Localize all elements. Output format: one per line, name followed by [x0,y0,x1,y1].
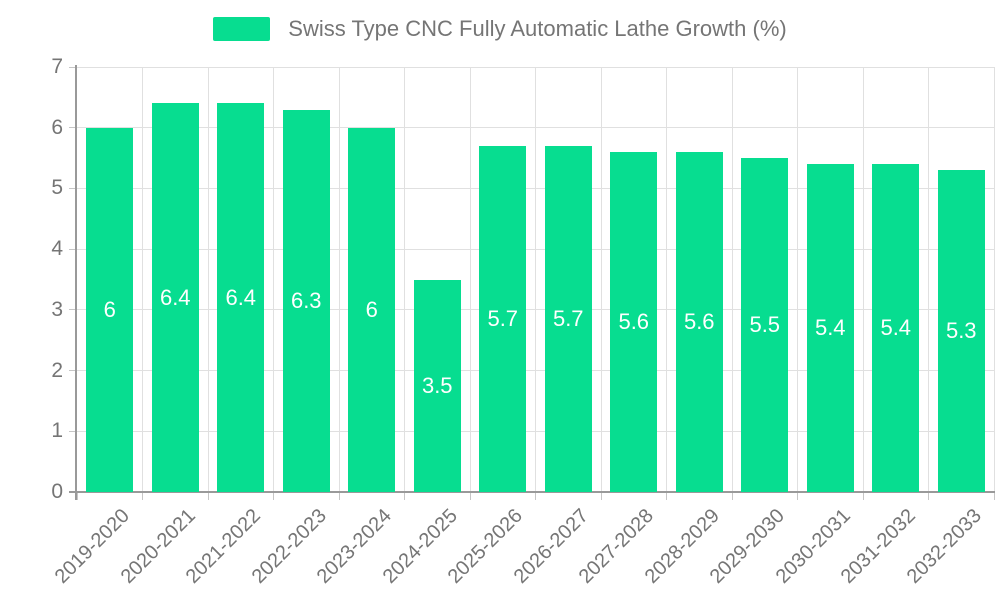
bar-value-label: 6 [365,296,378,322]
bar[interactable] [86,127,134,492]
x-axis-tick [142,492,143,500]
y-axis-tick [69,430,77,432]
y-tick-label: 2 [51,358,63,382]
bar-value-label: 5.4 [814,315,846,341]
legend-swatch [213,17,271,41]
y-axis-tick [69,127,77,129]
x-axis-tick [666,492,667,500]
x-axis-tick [404,492,405,500]
x-axis-tick [76,492,78,500]
y-axis-tick [69,370,77,372]
bar[interactable] [413,279,461,492]
y-axis-line [75,65,77,500]
bar[interactable] [610,152,658,492]
bar-value-label: 6.4 [159,284,191,310]
bar[interactable] [872,164,920,492]
y-axis-tick [69,309,77,311]
y-tick-label: 6 [51,115,63,139]
bar[interactable] [544,145,592,492]
y-axis-tick [69,66,77,68]
y-tick-label: 3 [51,297,63,321]
bar[interactable] [479,145,527,492]
bar-value-label: 5.4 [880,315,912,341]
x-axis-tick [469,492,471,500]
vertical-gridline [142,67,143,492]
vertical-gridline [600,67,602,492]
legend-label: Swiss Type CNC Fully Automatic Lathe Gro… [288,16,787,41]
bar-value-label: 6 [103,296,116,322]
vertical-gridline [273,67,274,492]
bar[interactable] [806,164,854,492]
y-axis-tick [69,187,77,189]
bar-value-label: 6.3 [290,287,322,313]
bar-value-label: 5.3 [945,318,977,344]
legend-item[interactable]: Swiss Type CNC Fully Automatic Lathe Gro… [0,16,1000,42]
x-axis-tick [928,492,929,500]
y-tick-label: 7 [51,55,63,78]
bar[interactable] [741,158,789,492]
vertical-gridline [404,67,405,492]
vertical-gridline [666,67,667,492]
bar-value-label: 5.6 [683,309,715,334]
x-axis-tick [731,492,733,500]
vertical-gridline [469,67,471,492]
x-axis-tick [862,492,864,500]
vertical-gridline [535,67,536,492]
x-axis-tick [535,492,536,500]
vertical-gridline [993,67,995,492]
bar[interactable] [282,109,330,492]
y-tick-label: 4 [51,237,63,261]
x-axis-tick [338,492,340,500]
bar-value-label: 5.5 [749,312,781,338]
bar[interactable] [937,170,985,492]
bar[interactable] [151,103,199,492]
vertical-gridline [731,67,733,492]
y-tick-label: 5 [51,176,63,200]
bar-value-label: 5.7 [552,305,584,331]
bar[interactable] [675,152,723,492]
x-axis-tick [993,492,995,500]
bar[interactable] [348,127,396,492]
x-axis-tick [273,492,274,500]
y-tick-label: 0 [51,480,63,503]
vertical-gridline [207,67,209,492]
y-axis-tick [69,248,77,250]
vertical-gridline [862,67,864,492]
bar[interactable] [217,103,265,492]
x-axis-tick [600,492,602,500]
bar-value-label: 5.7 [487,305,519,331]
y-tick-label: 1 [51,419,63,443]
x-axis-tick [797,492,798,500]
vertical-gridline [928,67,929,492]
bar-value-label: 5.6 [618,309,650,334]
bar-value-label: 3.5 [421,372,453,398]
vertical-gridline [338,67,340,492]
x-axis-line [69,491,995,493]
x-axis-tick [207,492,209,500]
bar-value-label: 6.4 [225,284,257,310]
vertical-gridline [797,67,798,492]
